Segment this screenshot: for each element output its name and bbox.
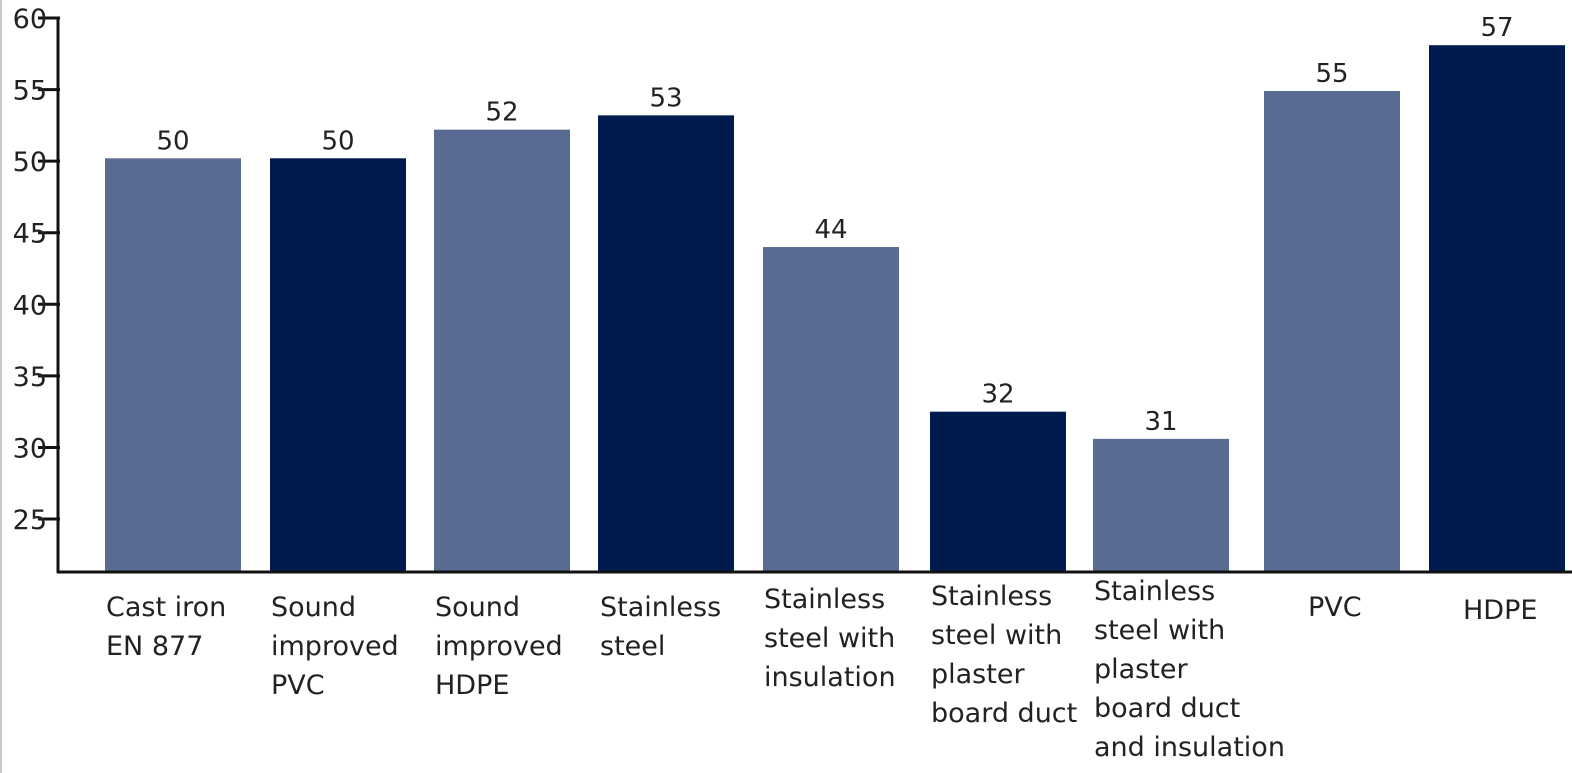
x-tick-label-line: HDPE [435,670,509,701]
x-tick-label-line: Cast iron [106,592,226,623]
data-label: 31 [1144,407,1177,437]
x-tick-label-line: steel [600,631,665,662]
data-label: 52 [485,98,518,128]
x-tick-label-line: HDPE [1463,595,1537,626]
bar [930,411,1066,572]
data-label: 32 [981,380,1014,410]
x-tick-label-line: plaster [931,659,1025,690]
x-tick-label-line: and insulation [1094,732,1285,763]
x-tick-label-line: improved [435,631,563,662]
x-tick-label-line: steel with [1094,615,1225,646]
x-tick-label-line: plaster [1094,654,1188,685]
x-tick-label: Sound improved PVC [271,592,399,701]
y-tick-label: 45 [13,219,47,250]
x-tick-label-line: Sound [271,592,356,623]
bar [105,158,241,572]
x-tick-label-line: Sound [435,592,520,623]
y-tick-label: 60 [13,4,47,35]
x-tick-label: Sound improved HDPE [435,592,563,701]
data-label: 57 [1480,13,1513,43]
bar [1093,438,1229,572]
data-label: 55 [1315,59,1348,89]
x-tick-label-line: Stainless [931,581,1052,612]
bar [270,158,406,572]
x-tick-label-line: EN 877 [106,631,203,662]
y-tick-label: 40 [13,290,47,321]
x-tick-label-line: Stainless [764,584,885,615]
y-tick-label: 35 [13,362,47,393]
data-label: 50 [321,126,354,156]
y-tick-label: 25 [13,505,47,536]
bar [598,115,734,573]
x-tick-label-line: Stainless [600,592,721,623]
x-tick-label: Stainless steel with plaster board duct [931,581,1077,729]
bar [1264,91,1400,572]
x-tick-label-line: board duct [931,698,1077,729]
x-tick-label-line: steel with [931,620,1062,651]
y-tick-label: 50 [13,147,47,178]
bar [1429,45,1565,572]
x-tick-label-line: PVC [271,670,325,701]
y-tick-label: 30 [13,433,47,464]
data-label: 44 [814,215,847,245]
x-tick-label: HDPE [1463,595,1537,626]
x-tick-label: PVC [1308,592,1362,623]
x-tick-label: Stainless steel with insulation [764,584,896,693]
bar [763,247,899,572]
x-tick-label-line: Stainless [1094,576,1215,607]
bar [434,129,570,572]
x-tick-label-line: improved [271,631,399,662]
x-tick-label: Stainless steel with plaster board duct and … [1094,576,1285,763]
x-tick-label-line: insulation [764,662,896,693]
x-tick-label: Stainless steel [600,592,721,662]
x-tick-label-line: PVC [1308,592,1362,623]
data-label: 53 [649,83,682,113]
x-tick-label-line: board duct [1094,693,1240,724]
left-border-rule [0,0,2,773]
y-tick-label: 55 [13,76,47,107]
x-tick-label: Cast iron EN 877 [106,592,226,662]
data-label: 50 [156,126,189,156]
x-tick-label-line: steel with [764,623,895,654]
